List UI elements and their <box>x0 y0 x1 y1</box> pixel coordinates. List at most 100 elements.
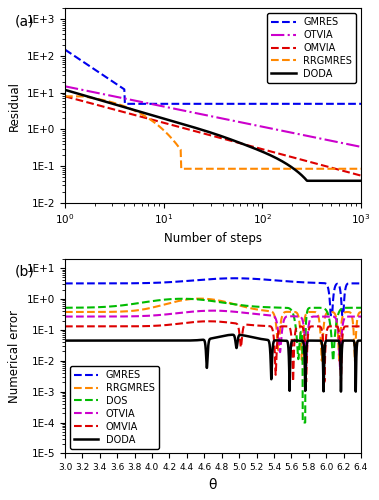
OMVIA <box>63 94 67 100</box>
GMRES <box>63 280 67 286</box>
GMRES <box>204 101 208 107</box>
RRGMRES <box>352 166 357 172</box>
RRGMRES <box>224 166 228 172</box>
OTVIA <box>353 314 358 320</box>
GMRES <box>359 101 363 107</box>
Legend: GMRES, OTVIA, OMVIA, RRGMRES, DODA: GMRES, OTVIA, OMVIA, RRGMRES, DODA <box>268 13 356 82</box>
Line: DODA: DODA <box>65 90 361 181</box>
Line: GMRES: GMRES <box>65 50 361 104</box>
DODA <box>352 178 357 184</box>
Line: OTVIA: OTVIA <box>65 310 361 370</box>
Y-axis label: Numerical error: Numerical error <box>8 310 21 402</box>
Line: RRGMRES: RRGMRES <box>65 96 361 169</box>
DOS <box>176 296 181 302</box>
RRGMRES <box>63 309 67 315</box>
OMVIA <box>63 324 67 330</box>
OMVIA <box>339 380 343 386</box>
OMVIA <box>206 318 211 324</box>
GMRES <box>359 280 363 286</box>
DODA <box>114 338 119 344</box>
RRGMRES <box>176 298 181 304</box>
GMRES <box>189 278 194 283</box>
RRGMRES <box>206 166 210 172</box>
Text: (a): (a) <box>15 14 34 28</box>
OMVIA <box>321 344 326 350</box>
GMRES <box>321 280 326 286</box>
RRGMRES <box>352 358 357 364</box>
DOS <box>114 303 119 309</box>
DODA <box>305 178 310 184</box>
RRGMRES <box>359 309 363 315</box>
OMVIA <box>353 324 358 330</box>
Line: DODA: DODA <box>65 334 361 392</box>
RRGMRES <box>179 166 183 172</box>
GMRES <box>97 280 101 286</box>
OMVIA <box>114 324 119 330</box>
OTVIA <box>63 84 67 89</box>
OMVIA <box>203 131 208 137</box>
OTVIA <box>189 308 194 314</box>
OMVIA <box>359 324 363 330</box>
OTVIA <box>63 314 67 320</box>
GMRES <box>240 101 244 107</box>
GMRES <box>329 312 333 318</box>
DODA <box>63 338 67 344</box>
OTVIA <box>305 133 310 139</box>
GMRES <box>123 101 127 107</box>
OTVIA <box>211 308 215 314</box>
GMRES <box>352 101 357 107</box>
RRGMRES <box>359 166 363 172</box>
OMVIA <box>305 158 310 164</box>
Line: GMRES: GMRES <box>65 278 361 315</box>
DODA <box>321 382 326 388</box>
GMRES <box>232 276 237 281</box>
DODA <box>203 128 208 134</box>
GMRES <box>224 101 228 107</box>
OTVIA <box>223 116 227 122</box>
DOS <box>359 305 363 311</box>
X-axis label: θ: θ <box>209 478 217 492</box>
DODA <box>359 178 363 184</box>
OTVIA <box>203 112 208 118</box>
Line: OTVIA: OTVIA <box>65 86 361 147</box>
OTVIA <box>338 367 342 373</box>
OTVIA <box>359 144 363 150</box>
DODA <box>239 140 243 146</box>
OTVIA <box>321 314 326 320</box>
OMVIA <box>359 172 363 178</box>
DODA <box>189 338 194 344</box>
DODA <box>359 338 363 344</box>
GMRES <box>176 278 181 284</box>
Line: OMVIA: OMVIA <box>65 322 361 382</box>
DOS <box>301 420 305 426</box>
OTVIA <box>205 112 210 118</box>
OMVIA <box>97 324 101 330</box>
DOS <box>189 296 194 302</box>
Line: OMVIA: OMVIA <box>65 96 361 176</box>
GMRES <box>353 280 358 286</box>
RRGMRES <box>353 348 358 354</box>
DODA <box>205 128 210 134</box>
RRGMRES <box>189 296 194 302</box>
GMRES <box>306 101 310 107</box>
OMVIA <box>176 320 181 326</box>
RRGMRES <box>63 94 67 100</box>
DODA <box>223 134 227 140</box>
X-axis label: Number of steps: Number of steps <box>164 232 262 245</box>
GMRES <box>206 101 210 107</box>
OTVIA <box>176 310 181 316</box>
OMVIA <box>205 132 210 138</box>
OTVIA <box>114 314 119 320</box>
DODA <box>63 87 67 93</box>
DODA <box>354 388 358 394</box>
OMVIA <box>189 319 194 325</box>
RRGMRES <box>204 166 208 172</box>
Line: DOS: DOS <box>65 298 361 422</box>
DOS <box>63 305 67 311</box>
DODA <box>176 338 181 344</box>
RRGMRES <box>197 296 202 302</box>
OMVIA <box>239 140 243 146</box>
DOS <box>97 304 101 310</box>
Y-axis label: Residual: Residual <box>8 80 21 130</box>
DODA <box>97 338 101 344</box>
